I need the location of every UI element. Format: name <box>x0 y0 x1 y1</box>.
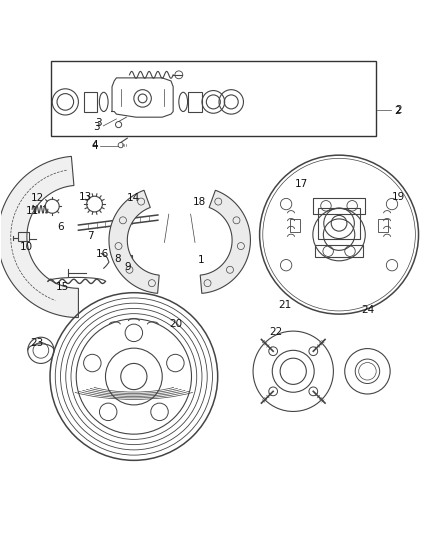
Polygon shape <box>109 190 159 293</box>
Text: 15: 15 <box>56 282 69 293</box>
Text: 20: 20 <box>169 319 182 329</box>
Text: 2: 2 <box>396 105 402 115</box>
Text: 13: 13 <box>79 192 92 201</box>
Text: 22: 22 <box>269 327 283 337</box>
Bar <box>118 254 126 265</box>
Text: 14: 14 <box>127 193 141 203</box>
Text: 21: 21 <box>279 300 292 310</box>
Text: 4: 4 <box>91 141 98 151</box>
Text: 8: 8 <box>114 254 121 264</box>
Bar <box>51 61 376 135</box>
Polygon shape <box>0 156 78 318</box>
Bar <box>84 92 97 111</box>
Text: 17: 17 <box>294 179 308 189</box>
Polygon shape <box>200 190 251 293</box>
Text: 3: 3 <box>93 122 100 132</box>
Bar <box>290 220 300 232</box>
Text: 24: 24 <box>361 305 374 315</box>
Bar <box>315 245 363 257</box>
Bar <box>313 198 365 214</box>
Text: 11: 11 <box>25 206 39 216</box>
Bar <box>188 92 201 111</box>
Text: 12: 12 <box>31 193 44 204</box>
Text: 18: 18 <box>193 197 206 207</box>
Text: 6: 6 <box>58 222 64 232</box>
Text: 23: 23 <box>30 338 43 348</box>
Text: 10: 10 <box>19 242 32 252</box>
Text: 9: 9 <box>124 262 131 271</box>
Text: 19: 19 <box>392 192 406 201</box>
Text: 3: 3 <box>95 118 102 128</box>
Text: 16: 16 <box>95 249 109 259</box>
Text: 2: 2 <box>395 106 401 116</box>
Text: 1: 1 <box>198 255 205 265</box>
Bar <box>318 207 360 239</box>
Text: 4: 4 <box>91 140 98 150</box>
Bar <box>378 220 388 232</box>
Bar <box>18 232 29 241</box>
Bar <box>126 255 132 264</box>
Text: 7: 7 <box>87 231 93 241</box>
